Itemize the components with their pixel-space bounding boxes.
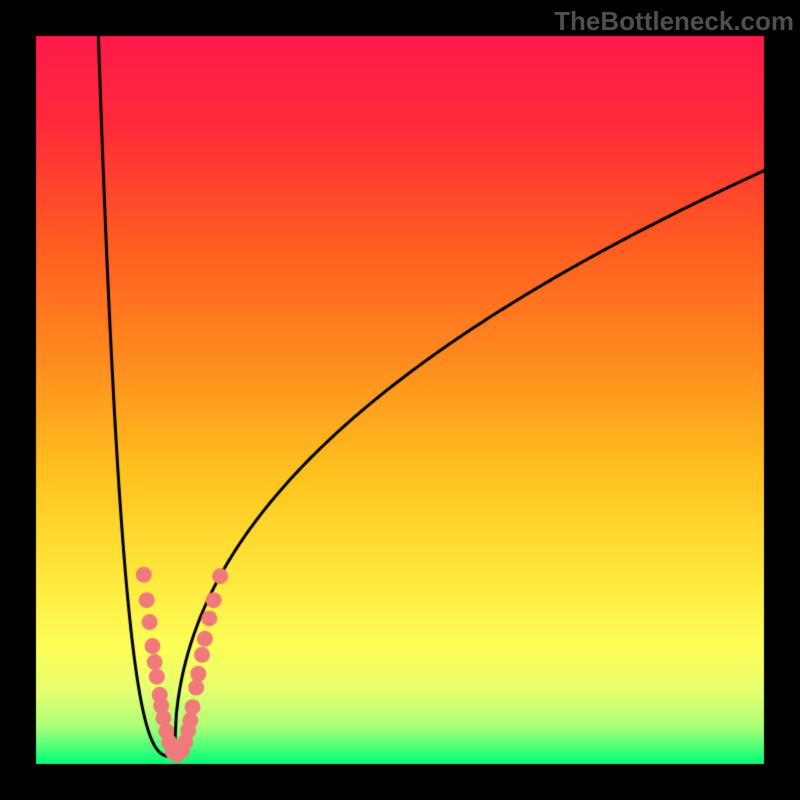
bottleneck-chart-canvas	[0, 0, 800, 800]
chart-container: TheBottleneck.com	[0, 0, 800, 800]
